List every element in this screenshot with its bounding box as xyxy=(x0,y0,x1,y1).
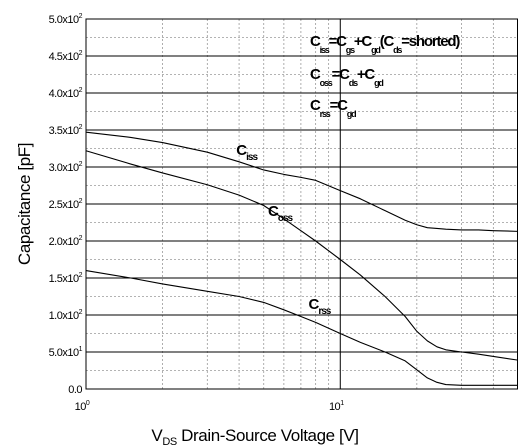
x-tick-label: 101 xyxy=(329,400,344,413)
series-line-crss xyxy=(85,270,518,386)
y-tick-label: 5.0x101 xyxy=(49,346,83,359)
series-lines xyxy=(85,131,518,386)
axis-labels: Capacitance [pF] VDS Drain-Source Voltage… xyxy=(15,143,359,447)
y-tick-label: 1.5x102 xyxy=(49,272,83,285)
series-line-ciss xyxy=(85,131,518,232)
y-tick-label: 2.5x102 xyxy=(49,198,83,211)
curve-label-ciss: Ciss xyxy=(236,142,258,163)
tick-labels: 0.0 5.0x101 1.0x102 1.5x102 2.0x102 2.5x102 3.… xyxy=(49,13,345,413)
y-tick-label: 3.5x102 xyxy=(49,124,83,137)
y-tick-label: 4.0x102 xyxy=(49,87,83,100)
crss-equation: Crss=Cgd xyxy=(310,97,356,119)
curve-labels: Ciss Coss Crss xyxy=(236,142,333,317)
y-tick-label: 2.0x102 xyxy=(49,235,83,248)
grid xyxy=(85,18,518,390)
y-tick-label: 1.0x102 xyxy=(49,309,83,322)
coss-equation: Coss=Cds+Cgd xyxy=(310,66,383,88)
series-line-coss xyxy=(85,150,518,361)
ciss-equation: Ciss=Cgs+Cgd(Cds=shorted) xyxy=(310,33,460,55)
equation-annotations: Ciss=Cgs+Cgd(Cds=shorted) Coss=Cds+Cgd Crs… xyxy=(310,33,462,119)
y-tick-label: 5.0x102 xyxy=(49,13,83,26)
x-axis-label: VDS Drain-Source Voltage [V] xyxy=(151,426,358,447)
y-tick-label: 4.5x102 xyxy=(49,50,83,63)
x-tick-label: 100 xyxy=(75,400,90,413)
y-tick-label: 3.0x102 xyxy=(49,161,83,174)
y-axis-label: Capacitance [pF] xyxy=(15,143,34,265)
curve-label-crss: Crss xyxy=(309,296,332,317)
curve-label-coss: Coss xyxy=(268,203,294,224)
y-tick-label: 0.0 xyxy=(68,384,82,396)
